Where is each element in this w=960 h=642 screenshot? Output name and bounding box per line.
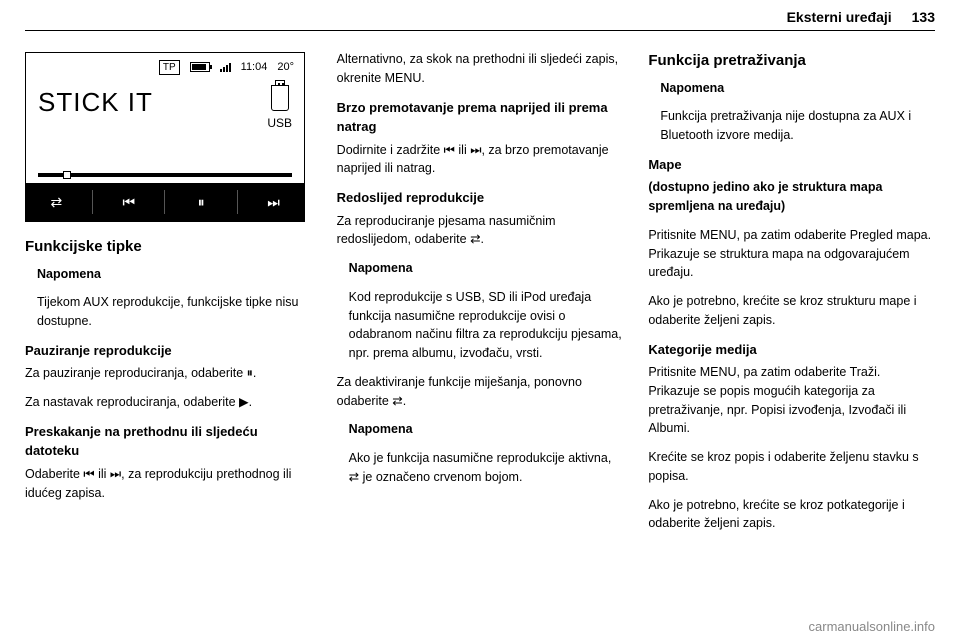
next-button[interactable]: ⏭ bbox=[249, 192, 299, 213]
note-body: Tijekom AUX reprodukcije, funkcijske tip… bbox=[37, 293, 312, 331]
note-body: Ako je funkcija nasumične reprodukcije a… bbox=[349, 449, 624, 487]
note-label: Napomena bbox=[349, 259, 624, 278]
pause-button[interactable]: ⏸ bbox=[176, 192, 226, 213]
header-page-number: 133 bbox=[912, 9, 935, 25]
battery-icon bbox=[190, 62, 210, 72]
heading-search: Funkcija pretraživanja bbox=[648, 50, 935, 73]
heading-function-keys: Funkcijske tipke bbox=[25, 236, 312, 259]
heading-fast: Brzo premotavanje prema naprijed ili pre… bbox=[337, 98, 624, 137]
paragraph: Pritisnite MENU, pa zatim odaberite Traž… bbox=[648, 363, 935, 438]
paragraph: Krećite se kroz popis i odaberite željen… bbox=[648, 448, 935, 486]
device-controls: ⇄ ⏮ ⏸ ⏭ bbox=[26, 183, 304, 221]
device-progress-bar[interactable] bbox=[38, 173, 292, 177]
note-label: Napomena bbox=[349, 420, 624, 439]
heading-skip: Preskakanje na prethodnu ili sljedeću da… bbox=[25, 422, 312, 461]
heading-categories: Kategorije medija bbox=[648, 340, 935, 360]
column-3: Funkcija pretraživanja Napomena Funkcija… bbox=[648, 50, 935, 602]
note-body: Kod reprodukcije s USB, SD ili iPod uređ… bbox=[349, 288, 624, 363]
paragraph: Alternativno, za skok na prethodni ili s… bbox=[337, 50, 624, 88]
signal-icon bbox=[220, 62, 231, 72]
header-divider bbox=[25, 30, 935, 31]
controls-divider bbox=[92, 190, 93, 214]
paragraph: Odaberite ⏮ ili ⏭, za reprodukciju preth… bbox=[25, 465, 312, 503]
column-2: Alternativno, za skok na prethodni ili s… bbox=[337, 50, 624, 602]
paragraph-condition: (dostupno jedino ako je struktura mapa s… bbox=[648, 178, 935, 216]
device-media-title: STICK IT bbox=[38, 83, 153, 122]
header-section-title: Eksterni uređaji bbox=[787, 9, 892, 25]
device-screenshot: TP 11:04 20° STICK IT USB bbox=[25, 52, 305, 222]
column-1: TP 11:04 20° STICK IT USB bbox=[25, 50, 312, 602]
tp-indicator: TP bbox=[159, 60, 180, 75]
footer-url: carmanualsonline.info bbox=[809, 619, 935, 634]
device-statusbar: TP 11:04 20° bbox=[26, 53, 304, 81]
paragraph: Za deaktiviranje funkcije miješanja, pon… bbox=[337, 373, 624, 411]
paragraph: Za pauziranje reproduciranja, odaberite … bbox=[25, 364, 312, 383]
paragraph: Dodirnite i zadržite ⏮ ili ⏭, za brzo pr… bbox=[337, 141, 624, 179]
status-time: 11:04 bbox=[241, 59, 268, 76]
note-label: Napomena bbox=[660, 79, 935, 98]
progress-thumb[interactable] bbox=[63, 171, 71, 179]
usb-icon bbox=[271, 85, 289, 111]
heading-folders: Mape bbox=[648, 155, 935, 175]
paragraph: Ako je potrebno, krećite se kroz potkate… bbox=[648, 496, 935, 534]
paragraph: Ako je potrebno, krećite se kroz struktu… bbox=[648, 292, 935, 330]
device-source-label: USB bbox=[267, 114, 292, 132]
paragraph: Pritisnite MENU, pa zatim odaberite Preg… bbox=[648, 226, 935, 282]
paragraph: Za reproduciranje pjesama nasumičnim red… bbox=[337, 212, 624, 250]
heading-order: Redoslijed reprodukcije bbox=[337, 188, 624, 208]
heading-pause: Pauziranje reprodukcije bbox=[25, 341, 312, 361]
shuffle-button[interactable]: ⇄ bbox=[31, 192, 81, 213]
controls-divider bbox=[164, 190, 165, 214]
note-body: Funkcija pretraživanja nije dostupna za … bbox=[660, 107, 935, 145]
status-temp: 20° bbox=[277, 59, 294, 76]
prev-button[interactable]: ⏮ bbox=[104, 192, 154, 213]
paragraph: Za nastavak reproduciranja, odaberite ▶. bbox=[25, 393, 312, 412]
note-label: Napomena bbox=[37, 265, 312, 284]
controls-divider bbox=[237, 190, 238, 214]
